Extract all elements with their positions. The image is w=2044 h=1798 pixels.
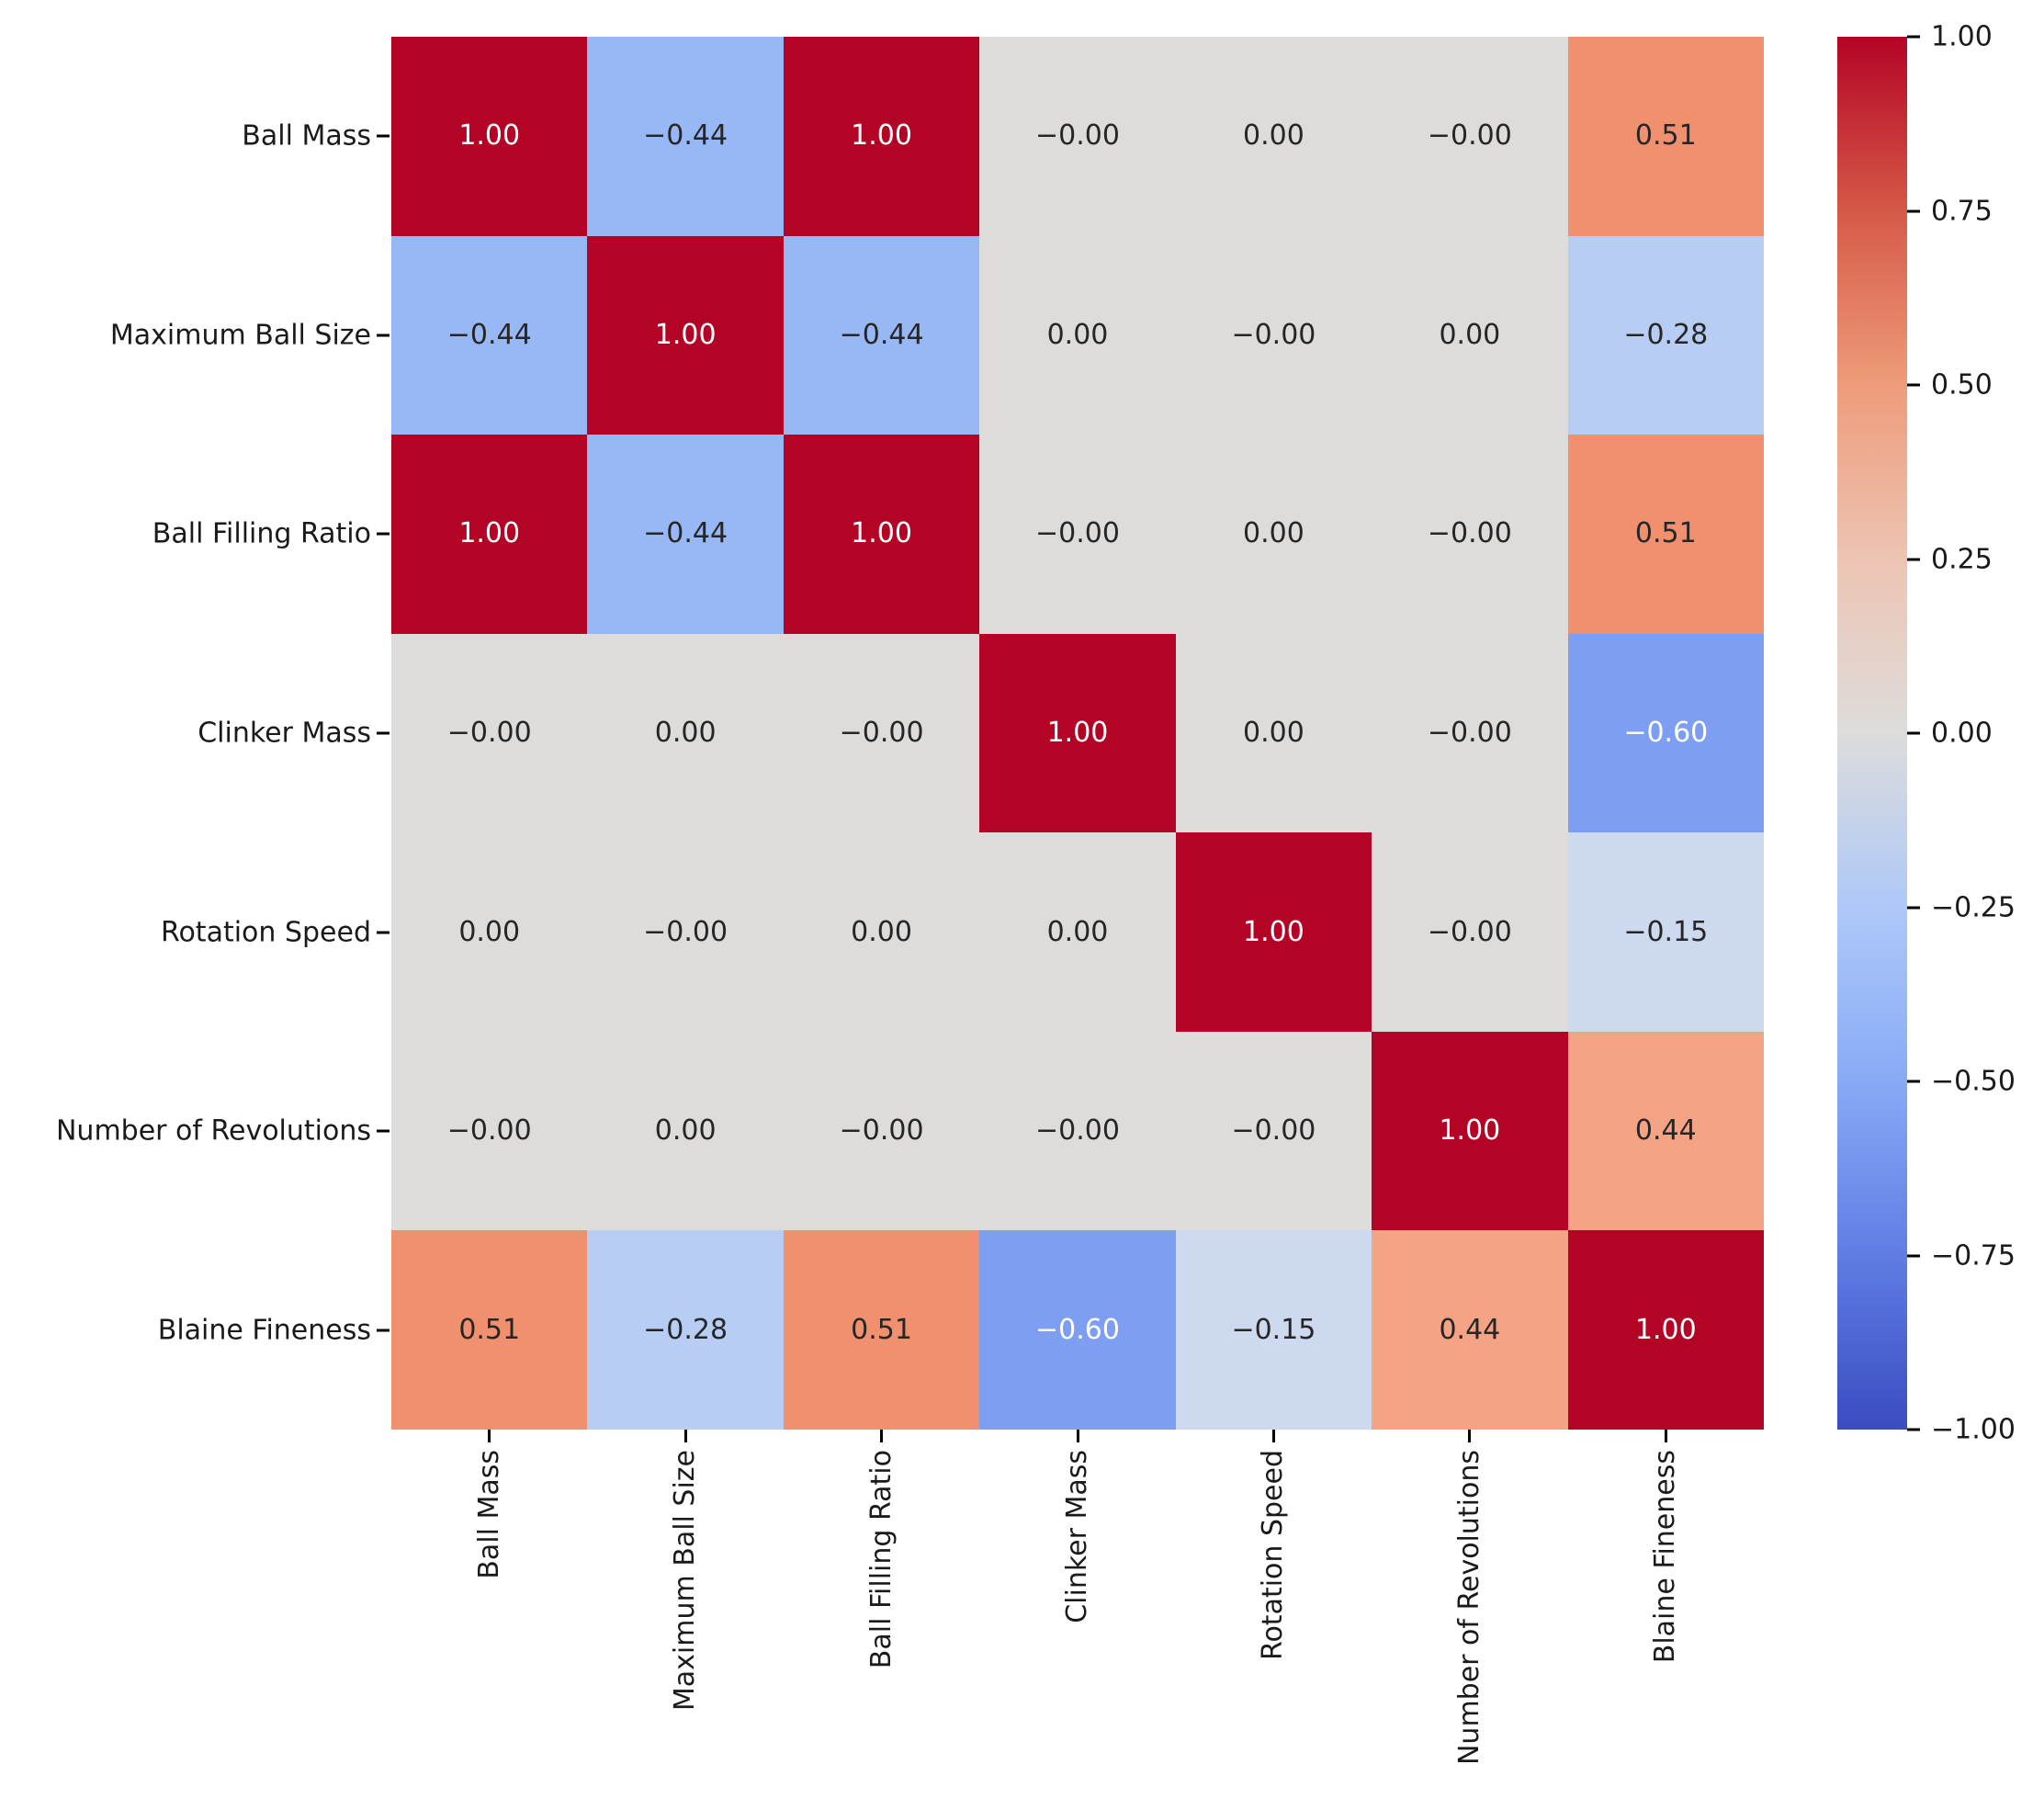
y-tick-label-ball-filling-ratio: Ball Filling Ratio <box>152 517 371 550</box>
y-tick-label-maximum-ball-size: Maximum Ball Size <box>109 319 371 352</box>
x-tick-mark <box>1076 1430 1079 1442</box>
heatmap-cell-ball-mass-x-clinker-mass: −0.00 <box>979 37 1176 236</box>
heatmap-cell-ball-filling-ratio-x-ball-mass: 1.00 <box>391 435 588 634</box>
heatmap-cell-clinker-mass-x-clinker-mass: 1.00 <box>979 633 1176 833</box>
colorbar-tick-label: 0.25 <box>1931 543 1993 575</box>
heatmap-cell-ball-filling-ratio-x-rotation-speed: 0.00 <box>1175 435 1372 634</box>
colorbar-tick-label: −1.00 <box>1931 1413 2016 1446</box>
heatmap-cell-blaine-fineness-x-clinker-mass: −0.60 <box>979 1230 1176 1430</box>
x-tick-label-ball-mass: Ball Mass <box>472 1450 505 1579</box>
heatmap-cell-rotation-speed-x-maximum-ball-size: −0.00 <box>587 832 784 1032</box>
heatmap-cell-number-of-revolutions-x-blaine-fineness: 0.44 <box>1567 1031 1764 1231</box>
heatmap-cell-blaine-fineness-x-rotation-speed: −0.15 <box>1175 1230 1372 1430</box>
heatmap-cell-rotation-speed-x-blaine-fineness: −0.15 <box>1567 832 1764 1032</box>
heatmap-cell-ball-mass-x-number-of-revolutions: −0.00 <box>1372 37 1568 236</box>
heatmap-cell-ball-filling-ratio-x-maximum-ball-size: −0.44 <box>587 435 784 634</box>
colorbar-tick-label: 1.00 <box>1931 20 1993 53</box>
x-tick-label-rotation-speed: Rotation Speed <box>1257 1450 1290 1661</box>
heatmap-cell-blaine-fineness-x-blaine-fineness: 1.00 <box>1567 1230 1764 1430</box>
heatmap-cell-number-of-revolutions-x-clinker-mass: −0.00 <box>979 1031 1176 1231</box>
colorbar <box>1837 37 1907 1430</box>
colorbar-tick-mark <box>1907 1080 1920 1083</box>
x-tick-label-blaine-fineness: Blaine Fineness <box>1649 1450 1682 1664</box>
colorbar-tick-label: 0.75 <box>1931 195 1993 227</box>
y-tick-mark <box>377 532 390 536</box>
colorbar-tick-mark <box>1907 558 1920 560</box>
heatmap-cell-clinker-mass-x-blaine-fineness: −0.60 <box>1567 633 1764 833</box>
heatmap-cell-number-of-revolutions-x-number-of-revolutions: 1.00 <box>1372 1031 1568 1231</box>
heatmap-cell-ball-filling-ratio-x-ball-filling-ratio: 1.00 <box>783 435 980 634</box>
y-tick-mark <box>377 1329 390 1332</box>
colorbar-tick-label: 0.00 <box>1931 717 1993 750</box>
colorbar-tick-label: −0.50 <box>1931 1065 2016 1098</box>
heatmap-cell-ball-mass-x-maximum-ball-size: −0.44 <box>587 37 784 236</box>
colorbar-tick-mark <box>1907 383 1920 387</box>
heatmap-cell-ball-filling-ratio-x-number-of-revolutions: −0.00 <box>1372 435 1568 634</box>
heatmap-cell-maximum-ball-size-x-maximum-ball-size: 1.00 <box>587 235 784 435</box>
heatmap-cell-blaine-fineness-x-number-of-revolutions: 0.44 <box>1372 1230 1568 1430</box>
heatmap-cell-clinker-mass-x-maximum-ball-size: 0.00 <box>587 633 784 833</box>
x-tick-mark <box>683 1430 687 1442</box>
heatmap-cell-number-of-revolutions-x-maximum-ball-size: 0.00 <box>587 1031 784 1231</box>
heatmap-cell-rotation-speed-x-ball-mass: 0.00 <box>391 832 588 1032</box>
heatmap-cell-clinker-mass-x-ball-filling-ratio: −0.00 <box>783 633 980 833</box>
y-tick-mark <box>377 334 390 337</box>
heatmap-grid: 1.00 −0.44 1.00 −0.00 0.00 −0.00 0.51 −0.44 1.00… <box>391 37 1764 1430</box>
colorbar-tick-mark <box>1907 1428 1920 1431</box>
heatmap-cell-blaine-fineness-x-ball-mass: 0.51 <box>391 1230 588 1430</box>
x-tick-mark <box>1468 1430 1472 1442</box>
colorbar-tick-mark <box>1907 209 1920 212</box>
heatmap-cell-blaine-fineness-x-ball-filling-ratio: 0.51 <box>783 1230 980 1430</box>
y-tick-label-clinker-mass: Clinker Mass <box>198 717 371 750</box>
y-tick-label-number-of-revolutions: Number of Revolutions <box>55 1114 371 1148</box>
colorbar-tick-mark <box>1907 731 1920 735</box>
x-tick-mark <box>1271 1430 1275 1442</box>
y-tick-mark <box>377 134 390 138</box>
heatmap-cell-clinker-mass-x-number-of-revolutions: −0.00 <box>1372 633 1568 833</box>
heatmap-cell-ball-filling-ratio-x-clinker-mass: −0.00 <box>979 435 1176 634</box>
heatmap-cell-maximum-ball-size-x-ball-mass: −0.44 <box>391 235 588 435</box>
colorbar-tick-mark <box>1907 35 1920 39</box>
colorbar-tick-mark <box>1907 906 1920 909</box>
y-tick-label-rotation-speed: Rotation Speed <box>160 916 371 949</box>
y-tick-label-blaine-fineness: Blaine Fineness <box>157 1314 371 1347</box>
heatmap-cell-maximum-ball-size-x-number-of-revolutions: 0.00 <box>1372 235 1568 435</box>
heatmap-cell-ball-mass-x-blaine-fineness: 0.51 <box>1567 37 1764 236</box>
heatmap-cell-number-of-revolutions-x-ball-filling-ratio: −0.00 <box>783 1031 980 1231</box>
colorbar-tick-label: 0.50 <box>1931 368 1993 401</box>
heatmap-cell-clinker-mass-x-ball-mass: −0.00 <box>391 633 588 833</box>
heatmap-cell-ball-mass-x-ball-mass: 1.00 <box>391 37 588 236</box>
heatmap-cell-rotation-speed-x-clinker-mass: 0.00 <box>979 832 1176 1032</box>
x-tick-label-ball-filling-ratio: Ball Filling Ratio <box>864 1450 898 1669</box>
heatmap-cell-number-of-revolutions-x-ball-mass: −0.00 <box>391 1031 588 1231</box>
heatmap-cell-ball-mass-x-rotation-speed: 0.00 <box>1175 37 1372 236</box>
colorbar-tick-label: −0.75 <box>1931 1239 2016 1272</box>
heatmap-cell-maximum-ball-size-x-ball-filling-ratio: −0.44 <box>783 235 980 435</box>
y-tick-label-ball-mass: Ball Mass <box>242 119 371 153</box>
heatmap-cell-ball-mass-x-ball-filling-ratio: 1.00 <box>783 37 980 236</box>
colorbar-tick-mark <box>1907 1254 1920 1257</box>
heatmap-cell-clinker-mass-x-rotation-speed: 0.00 <box>1175 633 1372 833</box>
heatmap-cell-rotation-speed-x-ball-filling-ratio: 0.00 <box>783 832 980 1032</box>
y-tick-mark <box>377 1129 390 1133</box>
x-tick-label-maximum-ball-size: Maximum Ball Size <box>669 1450 702 1712</box>
y-tick-mark <box>377 931 390 934</box>
heatmap-cell-ball-filling-ratio-x-blaine-fineness: 0.51 <box>1567 435 1764 634</box>
x-tick-mark <box>1664 1430 1667 1442</box>
heatmap-cell-blaine-fineness-x-maximum-ball-size: −0.28 <box>587 1230 784 1430</box>
x-tick-mark <box>880 1430 884 1442</box>
x-tick-label-clinker-mass: Clinker Mass <box>1061 1450 1093 1623</box>
heatmap-cell-maximum-ball-size-x-rotation-speed: −0.00 <box>1175 235 1372 435</box>
heatmap-cell-rotation-speed-x-rotation-speed: 1.00 <box>1175 832 1372 1032</box>
x-tick-mark <box>488 1430 491 1442</box>
x-tick-label-number-of-revolutions: Number of Revolutions <box>1452 1450 1485 1766</box>
colorbar-tick-label: −0.25 <box>1931 891 2016 923</box>
heatmap-cell-maximum-ball-size-x-clinker-mass: 0.00 <box>979 235 1176 435</box>
y-tick-mark <box>377 731 390 735</box>
heatmap-cell-maximum-ball-size-x-blaine-fineness: −0.28 <box>1567 235 1764 435</box>
heatmap-cell-number-of-revolutions-x-rotation-speed: −0.00 <box>1175 1031 1372 1231</box>
heatmap-cell-rotation-speed-x-number-of-revolutions: −0.00 <box>1372 832 1568 1032</box>
